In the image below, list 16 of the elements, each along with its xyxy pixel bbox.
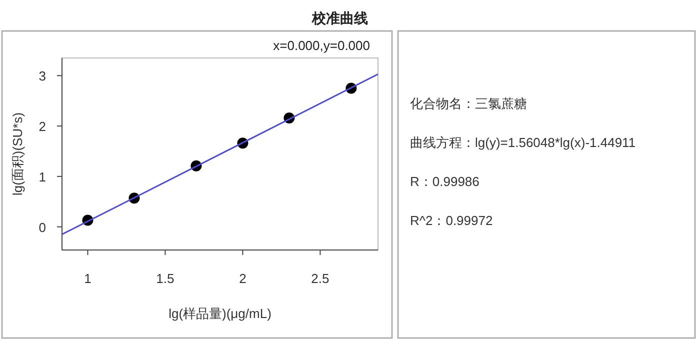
x-tick-label: 1.5 [156,271,174,286]
x-tick-label: 1 [84,271,92,286]
text: 化合物名：三氯蔗糖 [410,96,527,111]
text: 曲线方程：lg(y)=1.56048*lg(x)-1.44911 [410,135,636,150]
x-axis-title: lg(样品量)(μg/mL) [168,306,272,321]
chart-title: 校准曲线 [311,10,368,26]
y-tick-label: 1 [38,169,46,184]
text: R^2：0.99972 [410,213,493,228]
x-tick-label: 2.5 [311,271,330,286]
y-tick-label: 0 [38,220,46,235]
text: x=0.000,y=0.000 [273,38,370,53]
x-tick-label: 2 [239,271,246,286]
y-axis-title: lg(面积)(SU*s) [10,112,25,196]
text: R：0.99986 [410,174,480,189]
y-tick-label: 2 [38,119,46,134]
y-tick-label: 3 [38,68,46,84]
